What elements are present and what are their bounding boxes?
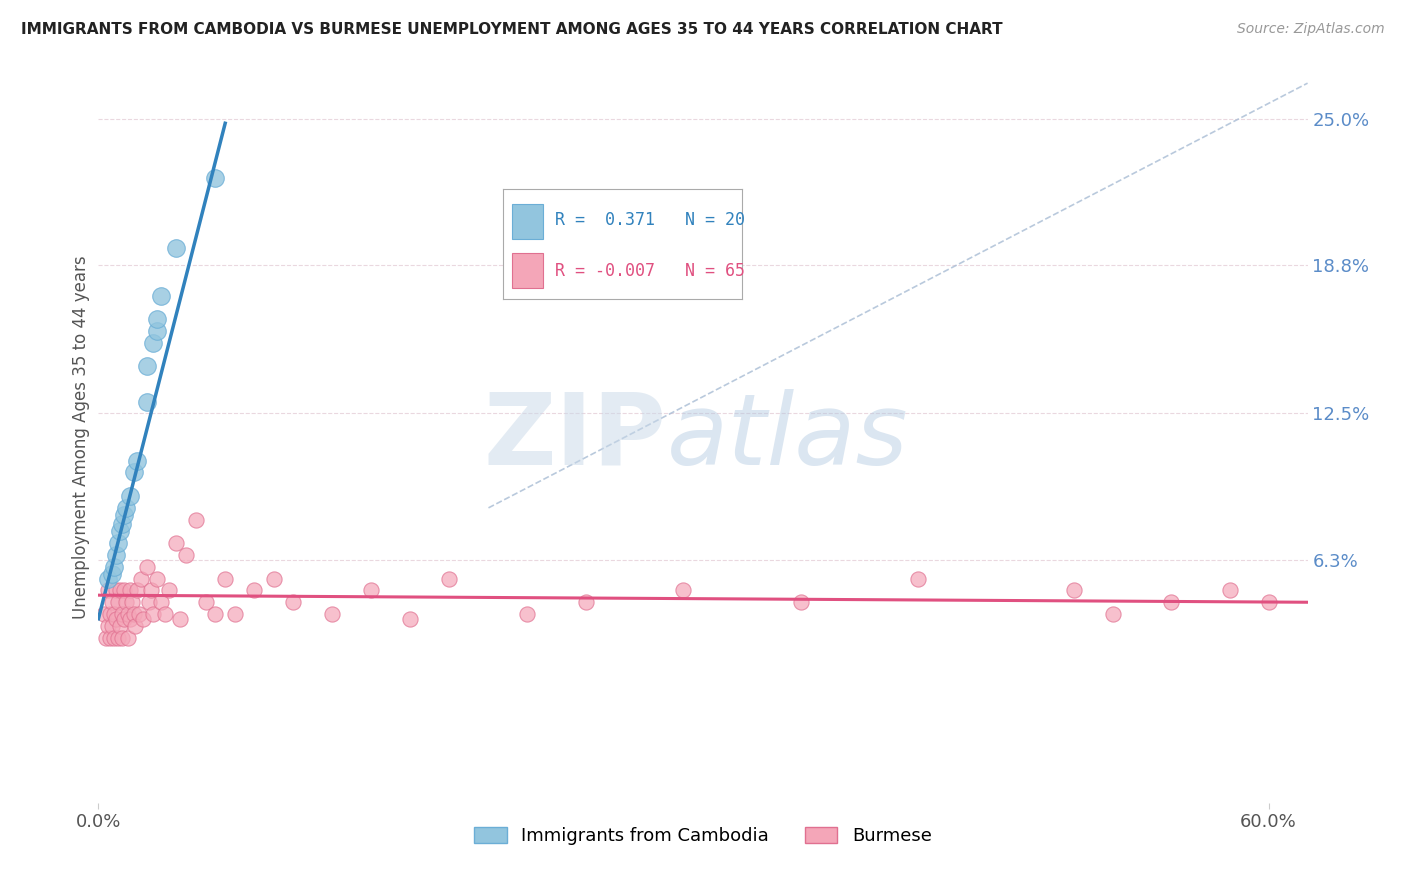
Point	[107, 631, 129, 645]
Point	[118, 612, 141, 626]
Point	[153, 607, 176, 621]
Point	[1160, 595, 1182, 609]
Point	[136, 359, 159, 374]
Point	[672, 583, 695, 598]
Text: atlas: atlas	[666, 389, 908, 485]
Point	[1219, 583, 1241, 598]
Point	[204, 170, 226, 185]
Point	[117, 631, 139, 645]
Point	[97, 619, 120, 633]
Point	[214, 572, 236, 586]
Point	[132, 612, 155, 626]
Y-axis label: Unemployment Among Ages 35 to 44 years: Unemployment Among Ages 35 to 44 years	[72, 255, 90, 619]
Point	[108, 524, 131, 539]
Point	[439, 572, 461, 586]
Point	[122, 466, 145, 480]
Point	[131, 572, 153, 586]
Point	[283, 595, 305, 609]
Point	[101, 566, 124, 581]
Point	[98, 607, 121, 621]
Point	[112, 508, 135, 522]
Point	[108, 583, 131, 598]
Point	[112, 583, 135, 598]
Point	[516, 607, 538, 621]
Point	[149, 288, 172, 302]
Point	[138, 595, 160, 609]
Point	[114, 595, 136, 609]
Point	[142, 335, 165, 350]
Point	[146, 572, 169, 586]
Legend: Immigrants from Cambodia, Burmese: Immigrants from Cambodia, Burmese	[467, 820, 939, 852]
Point	[174, 548, 197, 562]
Point	[103, 631, 125, 645]
Text: R =  0.371   N = 20: R = 0.371 N = 20	[555, 211, 745, 229]
Point	[122, 607, 145, 621]
Point	[194, 595, 217, 609]
Point	[263, 572, 285, 586]
Point	[103, 607, 125, 621]
Point	[97, 572, 120, 586]
Point	[224, 607, 246, 621]
Point	[108, 619, 131, 633]
Point	[157, 583, 180, 598]
Point	[104, 612, 127, 626]
Point	[149, 595, 172, 609]
Point	[789, 595, 811, 609]
Point	[575, 595, 598, 609]
Point	[118, 583, 141, 598]
Point	[111, 517, 134, 532]
Point	[114, 500, 136, 515]
Point	[107, 595, 129, 609]
Point	[399, 612, 422, 626]
Point	[121, 595, 143, 609]
Point	[1063, 583, 1085, 598]
Bar	[512, 253, 543, 288]
Point	[118, 489, 141, 503]
Point	[204, 607, 226, 621]
Point	[97, 583, 120, 598]
Point	[93, 607, 115, 621]
Point	[101, 619, 124, 633]
Point	[1257, 595, 1279, 609]
Point	[142, 607, 165, 621]
Point	[128, 607, 150, 621]
Bar	[512, 203, 543, 239]
Text: R = -0.007   N = 65: R = -0.007 N = 65	[555, 261, 745, 280]
Point	[136, 394, 159, 409]
Point	[169, 612, 191, 626]
Point	[104, 548, 127, 562]
Point	[127, 583, 149, 598]
Point	[111, 607, 134, 621]
Point	[127, 453, 149, 467]
Point	[1101, 607, 1123, 621]
Point	[107, 536, 129, 550]
Point	[360, 583, 382, 598]
Point	[111, 631, 134, 645]
Point	[124, 619, 146, 633]
Point	[136, 559, 159, 574]
Point	[165, 536, 187, 550]
Point	[117, 607, 139, 621]
Text: ZIP: ZIP	[484, 389, 666, 485]
Point	[112, 612, 135, 626]
Text: IMMIGRANTS FROM CAMBODIA VS BURMESE UNEMPLOYMENT AMONG AGES 35 TO 44 YEARS CORRE: IMMIGRANTS FROM CAMBODIA VS BURMESE UNEM…	[21, 22, 1002, 37]
Point	[101, 595, 124, 609]
Point	[96, 631, 118, 645]
Point	[146, 324, 169, 338]
Point	[907, 572, 929, 586]
Point	[165, 241, 187, 255]
Text: Source: ZipAtlas.com: Source: ZipAtlas.com	[1237, 22, 1385, 37]
Point	[98, 631, 121, 645]
Point	[184, 513, 207, 527]
Point	[243, 583, 266, 598]
Point	[139, 583, 162, 598]
Point	[103, 559, 125, 574]
Point	[146, 312, 169, 326]
Point	[321, 607, 343, 621]
Point	[104, 583, 127, 598]
